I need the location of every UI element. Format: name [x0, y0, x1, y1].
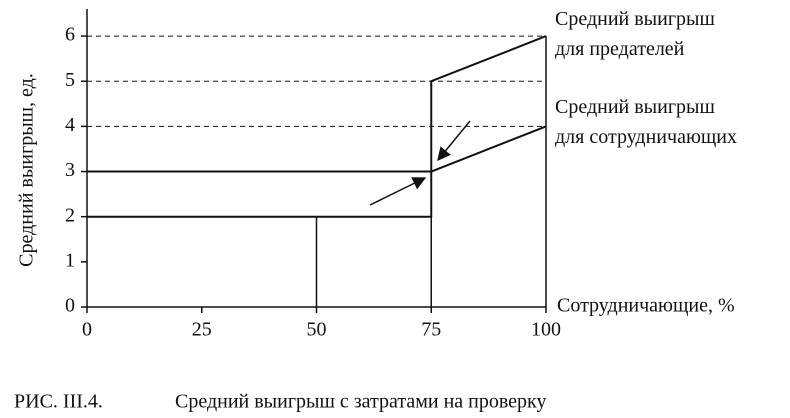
y-tick-label: 3	[65, 159, 75, 181]
series-line	[87, 125, 547, 218]
y-tick-label: 0	[65, 295, 75, 317]
x-tick-label: 25	[192, 319, 212, 341]
x-tick-label: 50	[307, 319, 327, 341]
arrow	[437, 120, 471, 162]
y-tick-label: 4	[65, 114, 75, 136]
caption-number: РИС. III.4.	[14, 391, 103, 413]
caption-text: Средний выигрыш с затратами на проверку	[175, 391, 546, 413]
y-tick-label: 1	[65, 249, 75, 271]
y-tick-label: 2	[65, 204, 75, 226]
legend-entry: Средний выигрыш для предателей	[555, 8, 715, 60]
x-tick-label: 75	[421, 319, 441, 341]
y-axis-label: Средний выигрыш, ед.	[16, 73, 38, 267]
x-axis-label: Сотрудничающие, %	[557, 295, 735, 317]
x-tick-label: 0	[82, 319, 92, 341]
legend-entry: Средний выигрыш для сотрудничающих	[555, 96, 737, 148]
series-line	[87, 35, 547, 173]
arrow	[369, 177, 427, 206]
x-tick-label: 100	[531, 319, 561, 341]
y-tick-label: 5	[65, 69, 75, 91]
y-tick-label: 6	[65, 24, 75, 46]
